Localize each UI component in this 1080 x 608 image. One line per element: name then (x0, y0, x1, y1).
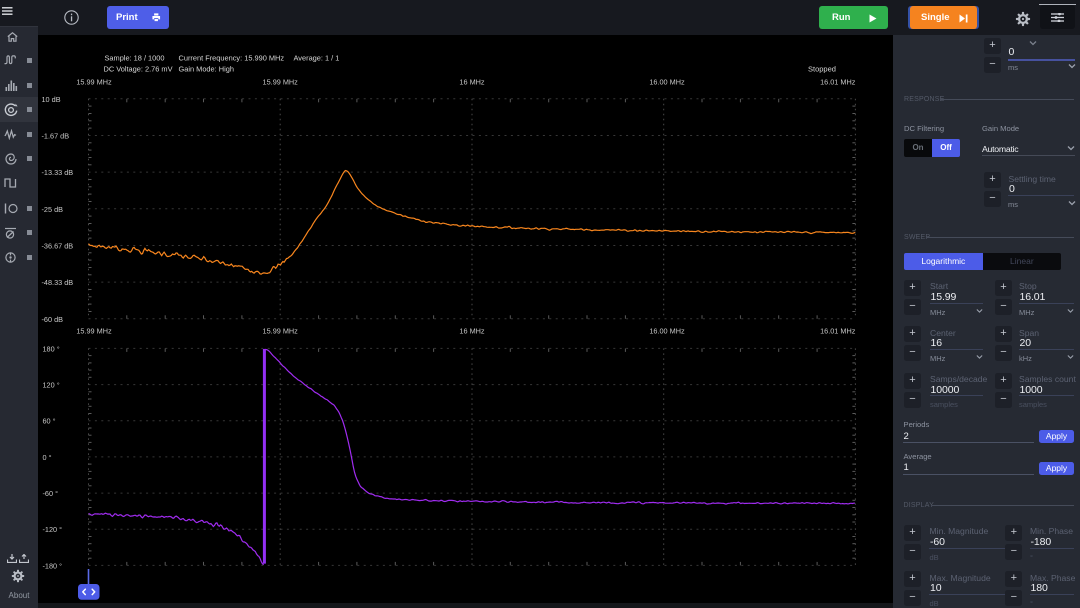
svg-text:16.01 MHz: 16.01 MHz (820, 78, 856, 87)
svg-text:15.99 MHz: 15.99 MHz (76, 78, 112, 87)
svg-text:16 MHz: 16 MHz (459, 327, 484, 336)
svg-text:-60 °: -60 ° (43, 489, 59, 498)
svg-text:16.00 MHz: 16.00 MHz (649, 78, 685, 87)
svg-text:60 °: 60 ° (43, 417, 56, 426)
svg-text:Gain Mode: High: Gain Mode: High (179, 64, 234, 73)
svg-text:Current Frequency: 15.990 MHz: Current Frequency: 15.990 MHz (179, 53, 285, 62)
svg-text:Stopped: Stopped (808, 65, 836, 74)
svg-text:15.99 MHz: 15.99 MHz (76, 327, 112, 336)
svg-text:10 dB: 10 dB (42, 95, 61, 104)
svg-text:16 MHz: 16 MHz (459, 78, 484, 87)
svg-text:-60 dB: -60 dB (42, 315, 64, 324)
svg-text:15.99 MHz: 15.99 MHz (263, 327, 299, 336)
svg-text:-13.33 dB: -13.33 dB (42, 168, 74, 177)
svg-text:-25 dB: -25 dB (42, 205, 64, 214)
svg-text:-180 °: -180 ° (43, 561, 63, 570)
svg-text:Sample: 18 / 1000: Sample: 18 / 1000 (105, 53, 165, 62)
svg-text:-36.67 dB: -36.67 dB (42, 242, 74, 251)
svg-text:-48.33 dB: -48.33 dB (42, 278, 74, 287)
svg-text:Average: 1 / 1: Average: 1 / 1 (294, 53, 340, 62)
svg-text:120 °: 120 ° (43, 381, 60, 390)
svg-text:16.01 MHz: 16.01 MHz (820, 327, 856, 336)
svg-text:0 °: 0 ° (43, 453, 52, 462)
svg-text:-120 °: -120 ° (43, 525, 63, 534)
svg-text:-1.67 dB: -1.67 dB (42, 132, 70, 141)
svg-text:15.99 MHz: 15.99 MHz (263, 78, 299, 87)
svg-text:180 °: 180 ° (43, 344, 60, 353)
svg-text:DC Voltage: 2.76 mV: DC Voltage: 2.76 mV (104, 64, 173, 73)
svg-text:16.00 MHz: 16.00 MHz (649, 327, 685, 336)
